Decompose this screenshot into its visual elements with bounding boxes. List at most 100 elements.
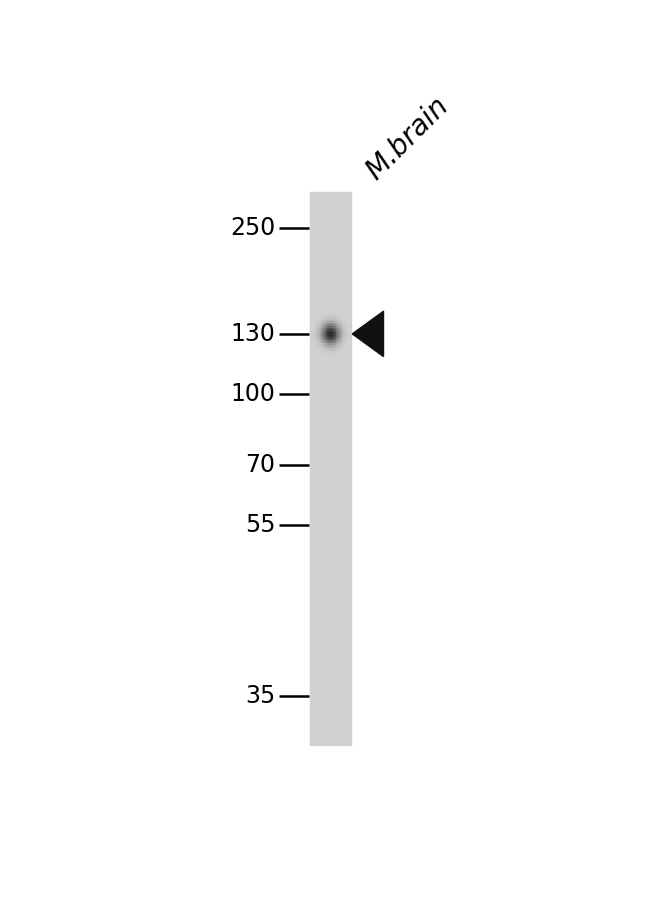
Bar xyxy=(338,350,339,352)
Bar xyxy=(331,326,332,328)
Bar xyxy=(346,344,347,345)
Bar xyxy=(337,350,338,352)
Bar xyxy=(315,329,317,331)
Bar xyxy=(325,331,326,332)
Bar xyxy=(328,328,329,329)
Bar xyxy=(330,316,331,318)
Bar xyxy=(312,331,313,332)
Bar xyxy=(332,331,333,332)
Bar xyxy=(322,339,323,340)
Bar xyxy=(321,334,322,335)
Bar xyxy=(324,350,325,352)
Bar xyxy=(327,350,328,352)
Bar xyxy=(343,348,344,350)
Bar xyxy=(340,345,341,346)
Bar xyxy=(328,350,329,352)
Bar xyxy=(340,320,341,321)
Bar xyxy=(338,345,339,346)
Bar xyxy=(345,346,346,348)
Bar xyxy=(329,346,330,348)
Bar xyxy=(330,322,331,324)
Bar xyxy=(327,340,328,342)
Bar xyxy=(338,332,339,334)
Bar xyxy=(332,339,333,340)
Bar xyxy=(333,311,334,313)
Bar xyxy=(317,345,318,346)
Bar xyxy=(346,340,347,342)
Bar xyxy=(337,318,338,320)
Bar xyxy=(326,340,327,342)
Bar xyxy=(330,340,331,342)
Bar xyxy=(327,331,328,332)
Bar xyxy=(344,337,345,339)
Bar xyxy=(315,331,317,332)
Bar xyxy=(345,326,346,328)
Bar xyxy=(332,355,333,356)
Bar xyxy=(317,346,318,348)
Bar xyxy=(343,322,344,324)
Bar xyxy=(321,320,322,321)
Bar xyxy=(323,352,324,353)
Bar xyxy=(346,322,347,324)
Bar xyxy=(344,321,345,322)
Bar xyxy=(334,340,335,342)
Bar xyxy=(323,331,324,332)
Bar xyxy=(323,321,324,322)
Bar xyxy=(340,328,341,329)
Bar xyxy=(334,331,335,332)
Bar xyxy=(335,350,337,352)
Bar xyxy=(345,335,346,337)
Bar xyxy=(334,328,335,329)
Bar xyxy=(347,342,348,344)
Bar xyxy=(324,353,325,355)
Bar xyxy=(325,346,326,348)
Bar xyxy=(345,322,346,324)
Bar xyxy=(345,324,346,326)
Bar xyxy=(332,337,333,339)
Bar xyxy=(324,331,325,332)
Bar xyxy=(326,324,327,326)
Bar xyxy=(333,337,334,339)
Bar xyxy=(331,334,332,335)
Bar xyxy=(318,318,319,320)
Bar xyxy=(326,353,327,355)
Bar xyxy=(340,318,341,320)
Bar xyxy=(345,320,346,321)
Bar xyxy=(329,322,330,324)
Bar xyxy=(325,350,326,352)
Bar xyxy=(335,315,337,316)
Bar xyxy=(334,311,335,313)
Bar xyxy=(327,344,328,345)
Bar xyxy=(332,322,333,324)
Bar xyxy=(311,332,312,334)
Bar xyxy=(338,329,339,331)
Bar xyxy=(327,313,328,315)
Bar xyxy=(331,352,332,353)
Bar xyxy=(330,335,331,337)
Bar xyxy=(331,350,332,352)
Bar xyxy=(317,326,318,328)
Bar xyxy=(335,329,337,331)
Text: M.brain: M.brain xyxy=(361,91,454,185)
Bar xyxy=(339,346,340,348)
Bar xyxy=(335,321,337,322)
Bar xyxy=(332,348,333,350)
Bar xyxy=(334,318,335,320)
Bar xyxy=(340,352,341,353)
Bar xyxy=(339,344,340,345)
Bar xyxy=(326,318,327,320)
Bar xyxy=(314,328,315,329)
Bar xyxy=(337,334,338,335)
Bar xyxy=(324,313,325,315)
Bar xyxy=(333,342,334,344)
Bar xyxy=(332,335,333,337)
Bar xyxy=(341,348,343,350)
Bar xyxy=(345,332,346,334)
Bar xyxy=(344,326,345,328)
Bar xyxy=(319,318,320,320)
Bar xyxy=(339,335,340,337)
Bar xyxy=(333,348,334,350)
Bar xyxy=(320,346,321,348)
Bar xyxy=(344,329,345,331)
Bar xyxy=(339,342,340,344)
